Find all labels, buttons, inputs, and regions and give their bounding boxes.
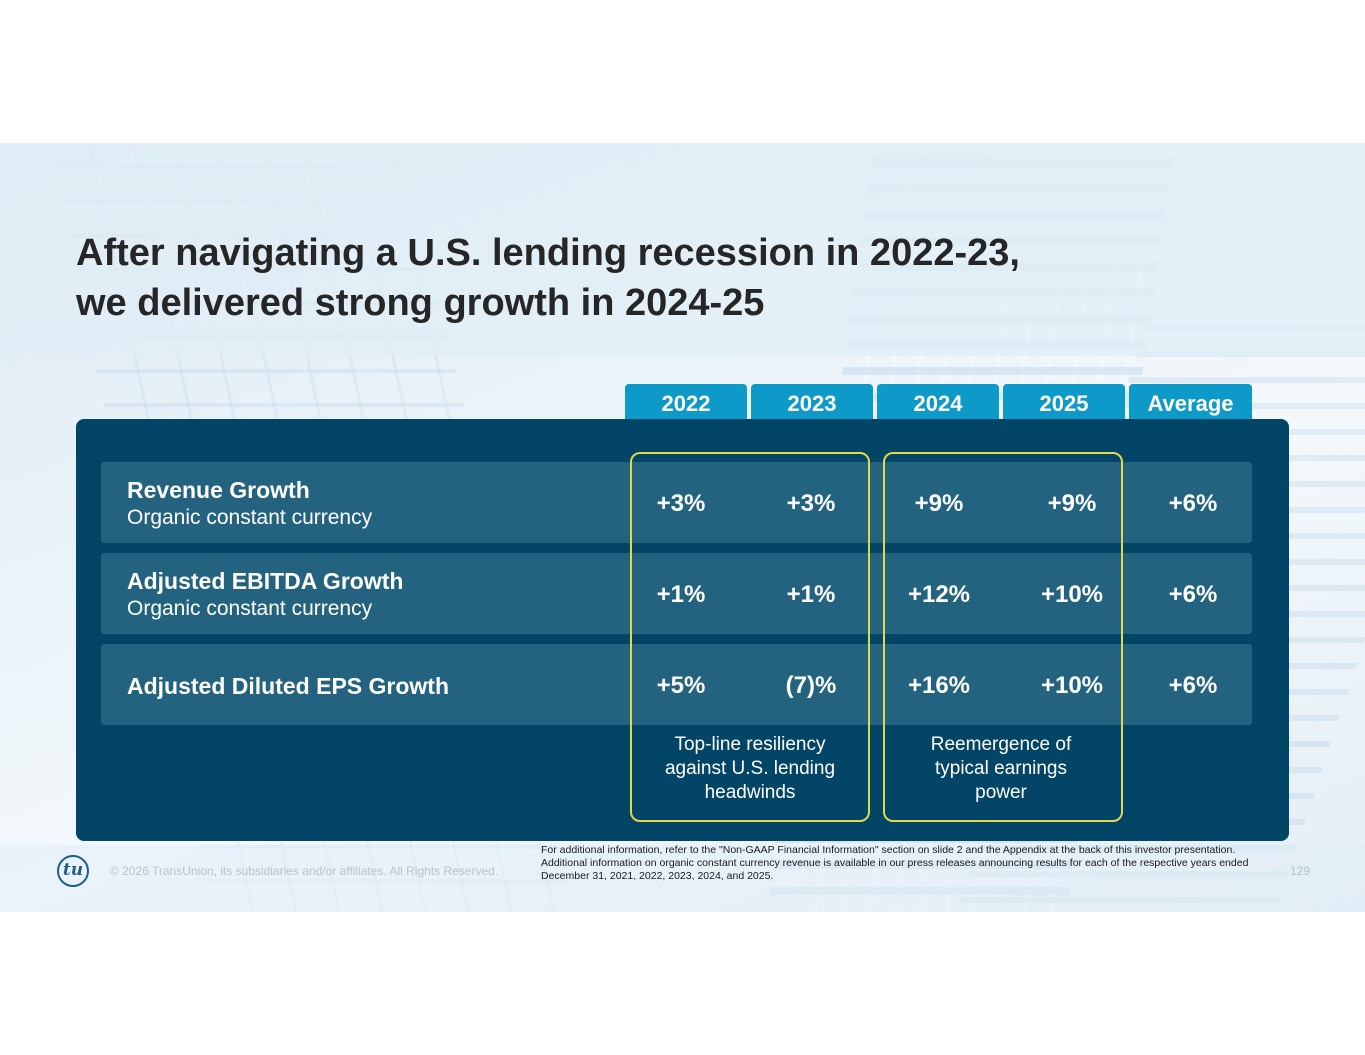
value-eps-2025: +10% xyxy=(1040,672,1104,699)
title-band xyxy=(0,143,1365,356)
table-row-eps xyxy=(101,644,1252,725)
note-line: typical earnings xyxy=(934,758,1068,779)
column-header-2023: 2023 xyxy=(751,384,873,422)
note-resiliency: Top-line resiliency against U.S. lending… xyxy=(630,733,870,805)
transunion-logo-icon: tu xyxy=(57,855,89,887)
note-line: against U.S. lending xyxy=(664,758,836,779)
highlight-frame-2024-2025 xyxy=(883,452,1123,822)
row-label-revenue: Revenue Growth Organic constant currency xyxy=(127,476,372,532)
footnote: For additional information, refer to the… xyxy=(541,844,1249,882)
row-label-ebitda: Adjusted EBITDA Growth Organic constant … xyxy=(127,567,403,623)
value-ebitda-2025: +10% xyxy=(1040,581,1104,608)
row-subtitle: Organic constant currency xyxy=(127,597,373,620)
note-line: Top-line resiliency xyxy=(674,734,826,755)
page-title: After navigating a U.S. lending recessio… xyxy=(76,228,1226,328)
value-revenue-average: +6% xyxy=(1168,490,1218,517)
value-revenue-2025: +9% xyxy=(1047,490,1097,517)
value-eps-2022: +5% xyxy=(656,672,706,699)
page-number: 129 xyxy=(1290,864,1311,878)
title-line-2: we delivered strong growth in 2024-25 xyxy=(76,282,765,324)
column-header-2024: 2024 xyxy=(877,384,999,422)
title-line-1: After navigating a U.S. lending recessio… xyxy=(76,232,1020,274)
value-eps-2024: +16% xyxy=(907,672,971,699)
column-header-2022: 2022 xyxy=(625,384,747,422)
row-label-eps: Adjusted Diluted EPS Growth xyxy=(127,672,449,700)
value-ebitda-2024: +12% xyxy=(907,581,971,608)
row-subtitle: Organic constant currency xyxy=(127,506,373,529)
note-line: headwinds xyxy=(704,782,796,803)
value-revenue-2022: +3% xyxy=(656,490,706,517)
note-line: power xyxy=(975,782,1027,803)
value-ebitda-average: +6% xyxy=(1168,581,1218,608)
value-ebitda-2023: +1% xyxy=(786,581,836,608)
row-title: Revenue Growth xyxy=(127,477,310,503)
value-eps-2023: (7)% xyxy=(785,672,837,699)
row-title: Adjusted EBITDA Growth xyxy=(127,568,404,594)
footer-band xyxy=(0,845,1365,912)
table-row-revenue xyxy=(101,462,1252,543)
value-ebitda-2022: +1% xyxy=(656,581,706,608)
note-line: Reemergence of xyxy=(930,734,1072,755)
note-reemergence: Reemergence of typical earnings power xyxy=(881,733,1121,805)
value-revenue-2023: +3% xyxy=(786,490,836,517)
value-eps-average: +6% xyxy=(1168,672,1218,699)
column-header-average: Average xyxy=(1129,384,1252,422)
copyright-text: © 2026 TransUnion, its subsidiaries and/… xyxy=(110,864,499,878)
row-title: Adjusted Diluted EPS Growth xyxy=(127,673,450,699)
table-row-ebitda xyxy=(101,553,1252,634)
value-revenue-2024: +9% xyxy=(914,490,964,517)
column-header-2025: 2025 xyxy=(1003,384,1125,422)
highlight-frame-2022-2023 xyxy=(630,452,870,822)
